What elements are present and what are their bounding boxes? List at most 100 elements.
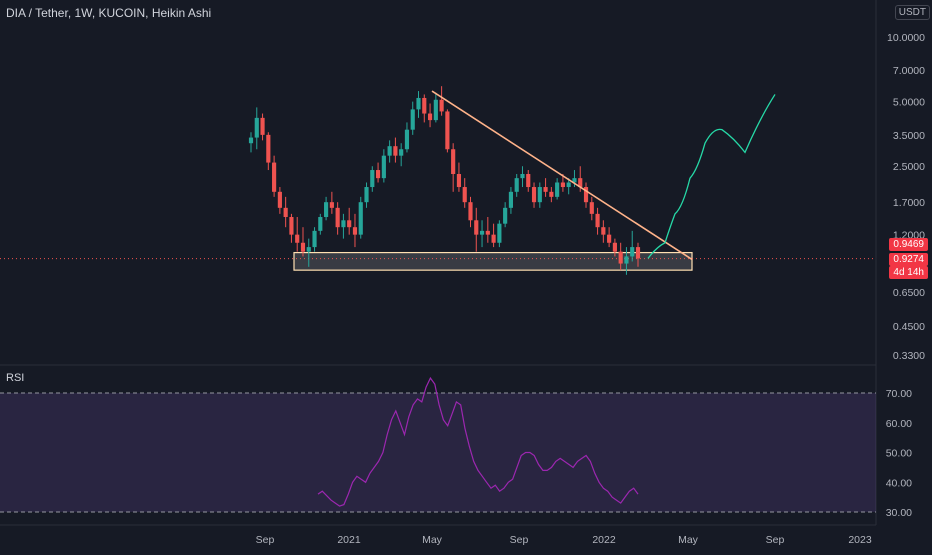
candle-body bbox=[427, 113, 433, 121]
candle-body bbox=[410, 109, 415, 130]
candle-body bbox=[456, 174, 462, 188]
candle-body bbox=[526, 174, 531, 188]
candle-body bbox=[612, 242, 617, 252]
countdown-tag: 4d 14h bbox=[889, 266, 928, 279]
rsi-tick-label: 50.00 bbox=[886, 448, 912, 460]
candle-body bbox=[491, 234, 496, 243]
ref-price-tag: 0.9469 bbox=[889, 238, 928, 251]
x-tick-label: May bbox=[678, 534, 699, 546]
x-tick-label: Sep bbox=[510, 534, 529, 546]
candle-body bbox=[630, 247, 635, 257]
candle-body bbox=[370, 170, 375, 188]
pair-title: DIA / Tether, 1W, KUCOIN, Heikin Ashi bbox=[6, 6, 212, 20]
x-tick-label: Sep bbox=[256, 534, 275, 546]
candle-body bbox=[607, 234, 612, 243]
candle-body bbox=[341, 220, 346, 228]
candle-body bbox=[364, 187, 369, 203]
candle-body bbox=[537, 187, 542, 203]
candle-body bbox=[462, 187, 467, 203]
y-tick-label: 2.5000 bbox=[893, 161, 925, 173]
candle-body bbox=[514, 178, 519, 192]
candle-body bbox=[583, 187, 589, 203]
y-tick-label: 10.0000 bbox=[887, 32, 925, 44]
candle-body bbox=[566, 182, 571, 188]
candle-body bbox=[375, 170, 381, 179]
candle-body bbox=[393, 146, 398, 156]
candle-body bbox=[248, 137, 254, 144]
candle-body bbox=[555, 182, 560, 197]
candle-body bbox=[497, 223, 502, 243]
candle-body bbox=[381, 155, 386, 179]
candle-body bbox=[272, 162, 277, 192]
candle-body bbox=[439, 99, 444, 112]
rsi-tick-label: 30.00 bbox=[886, 507, 912, 519]
x-tick-label: 2023 bbox=[848, 534, 872, 546]
candle-body bbox=[404, 129, 410, 150]
candle-body bbox=[306, 247, 311, 252]
candle-body bbox=[595, 213, 600, 228]
candle-body bbox=[560, 182, 565, 188]
candle-body bbox=[260, 117, 265, 135]
candle-body bbox=[624, 256, 629, 264]
candle-body bbox=[422, 97, 427, 114]
trendline bbox=[431, 90, 693, 261]
candle-body bbox=[312, 230, 317, 248]
candle-body bbox=[335, 207, 340, 228]
candle-body bbox=[399, 149, 404, 156]
y-tick-label: 3.5000 bbox=[893, 130, 925, 142]
candle-body bbox=[289, 217, 294, 235]
candle-body bbox=[485, 230, 490, 235]
candle-body bbox=[531, 187, 537, 203]
candle-body bbox=[474, 220, 479, 235]
x-tick-label: 2021 bbox=[337, 534, 361, 546]
candle-body bbox=[277, 191, 282, 208]
y-tick-label: 0.6500 bbox=[893, 287, 925, 299]
candle-body bbox=[451, 149, 456, 175]
rsi-tick-label: 70.00 bbox=[886, 388, 912, 400]
x-tick-label: May bbox=[422, 534, 443, 546]
candle-body bbox=[578, 178, 583, 188]
rsi-band bbox=[0, 393, 876, 512]
candle-body bbox=[324, 202, 329, 218]
candle-body bbox=[543, 187, 548, 192]
candle-body bbox=[572, 178, 577, 183]
rsi-tick-label: 60.00 bbox=[886, 418, 912, 430]
candle-body bbox=[601, 227, 606, 235]
candle-body bbox=[300, 242, 306, 252]
candle-body bbox=[387, 146, 392, 156]
candle-body bbox=[266, 134, 271, 163]
candle-body bbox=[352, 227, 358, 235]
y-tick-label: 7.0000 bbox=[893, 65, 925, 77]
candle-body bbox=[358, 202, 363, 235]
support-zone bbox=[293, 251, 693, 271]
candle-body bbox=[329, 202, 334, 208]
candle-body bbox=[618, 251, 623, 264]
current-price-tag: 0.9274 bbox=[889, 253, 928, 266]
rsi-tick-label: 40.00 bbox=[886, 477, 912, 489]
y-tick-label: 5.0000 bbox=[893, 97, 925, 109]
rsi-line bbox=[317, 376, 639, 507]
y-tick-label: 0.4500 bbox=[893, 321, 925, 333]
candle-body bbox=[635, 247, 641, 259]
rsi-label: RSI bbox=[6, 372, 25, 384]
currency-badge[interactable]: USDT bbox=[894, 5, 930, 20]
candle-body bbox=[468, 202, 473, 221]
projection-curve bbox=[647, 94, 776, 259]
candle-body bbox=[508, 191, 514, 208]
y-tick-label: 0.3300 bbox=[893, 350, 925, 362]
candle-body bbox=[503, 207, 508, 224]
candle-body bbox=[254, 117, 259, 138]
candle-body bbox=[295, 234, 300, 243]
x-tick-label: 2022 bbox=[592, 534, 616, 546]
candle-body bbox=[479, 230, 485, 235]
candle-body bbox=[549, 191, 554, 197]
candle-body bbox=[416, 97, 421, 110]
candle-body bbox=[520, 174, 525, 179]
candle-body bbox=[347, 220, 352, 228]
candle-body bbox=[589, 202, 594, 214]
y-tick-label: 1.7000 bbox=[893, 197, 925, 209]
candle-body bbox=[318, 217, 323, 231]
candle-body bbox=[283, 207, 288, 218]
